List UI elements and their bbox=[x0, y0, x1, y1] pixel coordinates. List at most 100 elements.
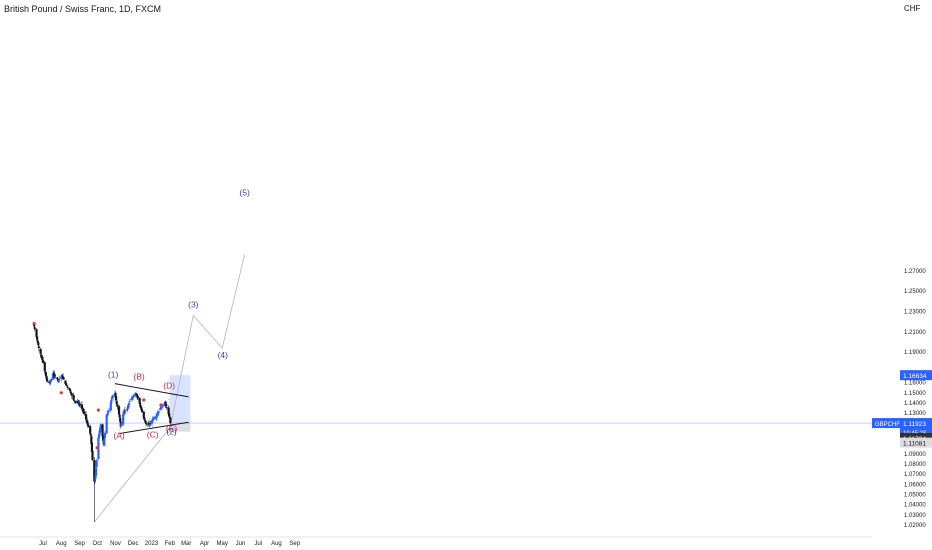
candle-body bbox=[155, 414, 158, 417]
candle-body bbox=[76, 400, 79, 403]
x-tick-label: Feb bbox=[165, 541, 176, 547]
candle-body bbox=[41, 356, 44, 361]
candle-body bbox=[117, 406, 121, 415]
candle-body bbox=[126, 408, 129, 410]
candle-body bbox=[153, 417, 156, 419]
x-tick-label: 2023 bbox=[145, 541, 159, 547]
candle-body bbox=[167, 407, 170, 415]
candle-body bbox=[110, 399, 113, 404]
candle-body bbox=[103, 432, 106, 439]
candle-body bbox=[35, 329, 38, 337]
candle-body bbox=[93, 460, 96, 482]
wave-label-impulse: (2) bbox=[166, 427, 177, 437]
y-tick-label: 1.15000 bbox=[904, 391, 926, 397]
candle-body bbox=[40, 355, 43, 359]
candle-body bbox=[69, 389, 72, 392]
fractal-marker bbox=[59, 391, 63, 395]
candle-body bbox=[60, 376, 63, 379]
candle-body bbox=[126, 407, 129, 409]
candle-body bbox=[110, 396, 114, 399]
candle-body bbox=[140, 409, 144, 413]
x-tick-label: Apr bbox=[200, 541, 209, 547]
candle-body bbox=[40, 354, 43, 357]
candle-body bbox=[48, 382, 51, 384]
symbol-label: GBPCHF bbox=[875, 422, 900, 428]
fractal-marker bbox=[159, 403, 163, 407]
candle-body bbox=[109, 402, 112, 411]
candle-body bbox=[139, 404, 142, 407]
candle-body bbox=[54, 377, 57, 379]
candle-body bbox=[77, 403, 81, 405]
y-tick-label: 1.23000 bbox=[904, 309, 926, 315]
fractal-marker bbox=[96, 408, 101, 412]
candle-body bbox=[37, 342, 40, 346]
x-tick-label: Jun bbox=[236, 541, 246, 547]
candle-body bbox=[148, 423, 151, 425]
candle-body bbox=[151, 419, 154, 422]
candle-body bbox=[44, 372, 48, 377]
candle-body bbox=[138, 397, 141, 404]
candle-body bbox=[50, 378, 53, 381]
candle-body bbox=[72, 395, 75, 400]
candle-body bbox=[146, 424, 150, 426]
candle-body bbox=[143, 417, 146, 420]
y-tick-label: 1.25000 bbox=[904, 289, 926, 295]
candle-body bbox=[53, 374, 56, 377]
y-tick-label: 1.09000 bbox=[904, 452, 926, 458]
candle-body bbox=[118, 414, 121, 418]
candle-body bbox=[93, 478, 96, 483]
candle-body bbox=[60, 375, 63, 377]
candle-body bbox=[116, 404, 119, 407]
candle-body bbox=[142, 411, 145, 419]
candle-body bbox=[58, 378, 61, 380]
candle-body bbox=[64, 380, 67, 384]
candle-body bbox=[114, 396, 118, 401]
candle-body bbox=[73, 400, 76, 402]
y-tick-label: 1.02000 bbox=[904, 523, 926, 529]
candle-body bbox=[136, 395, 139, 397]
candle-body bbox=[107, 410, 111, 411]
y-tick-label: 1.03000 bbox=[904, 513, 926, 519]
candle-body bbox=[74, 401, 78, 403]
y-tick-label: 1.07000 bbox=[904, 472, 926, 478]
x-tick-label: Oct bbox=[93, 541, 103, 547]
candle-body bbox=[159, 407, 162, 410]
candle-body bbox=[39, 349, 42, 355]
candle-body bbox=[145, 422, 148, 425]
candle-body bbox=[87, 425, 90, 428]
abcde-path bbox=[114, 383, 171, 431]
x-tick-label: Sep bbox=[289, 541, 300, 547]
y-tick-label: 1.04000 bbox=[904, 503, 926, 509]
current-price-label: 1.11923 bbox=[903, 421, 926, 428]
candle-body bbox=[82, 410, 85, 413]
candle-body bbox=[123, 410, 126, 413]
candle-body bbox=[148, 424, 151, 426]
candle-body bbox=[122, 411, 125, 416]
candle-body bbox=[150, 420, 154, 424]
candle-body bbox=[37, 346, 40, 349]
candle-body bbox=[41, 360, 45, 363]
candle-body bbox=[106, 412, 109, 414]
candle-body bbox=[122, 414, 125, 425]
candle-body bbox=[131, 396, 134, 399]
candle-body bbox=[101, 424, 104, 437]
candle-body bbox=[115, 401, 118, 404]
y-tick-label: 1.14000 bbox=[904, 401, 926, 407]
candle-body bbox=[168, 412, 171, 417]
symbol-badge bbox=[872, 418, 900, 429]
candle-body bbox=[43, 362, 46, 371]
x-tick-label: Aug bbox=[271, 541, 282, 547]
target-price-badge bbox=[900, 370, 932, 381]
candle-body bbox=[86, 422, 89, 426]
x-tick-label: Jul bbox=[39, 541, 47, 547]
stop-zone bbox=[169, 423, 191, 432]
candle-body bbox=[90, 436, 93, 444]
wave-label-abcde: (C) bbox=[147, 430, 159, 440]
candle-body bbox=[155, 416, 158, 419]
candle-body bbox=[36, 336, 39, 340]
candle-body bbox=[140, 408, 143, 411]
wave-label-abcde: (B) bbox=[133, 372, 145, 382]
candle-body bbox=[81, 407, 84, 410]
